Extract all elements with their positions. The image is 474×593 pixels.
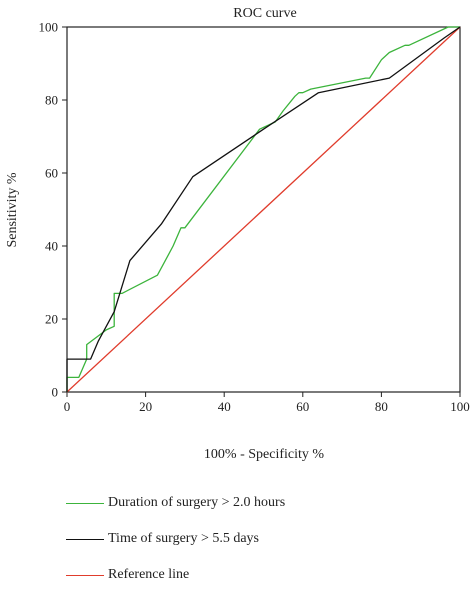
x-tick-label: 100 (450, 399, 470, 414)
x-tick-label: 20 (139, 399, 152, 414)
y-tick-label: 0 (52, 385, 59, 400)
x-axis-title: 100% - Specificity % (204, 447, 324, 462)
legend-label-reference: Reference line (108, 567, 190, 582)
chart-title: ROC curve (233, 6, 296, 21)
y-tick-label: 60 (45, 166, 58, 181)
legend-item-reference: Reference line (66, 557, 466, 593)
y-tick-label: 20 (45, 312, 58, 327)
legend-item-time: Time of surgery > 5.5 days (66, 521, 466, 557)
legend-swatch-reference (66, 574, 104, 576)
roc-chart: ROC curve 0 20 40 60 80 100 0 20 40 60 80 100 100% … (5, 6, 470, 462)
y-tick-label: 100 (39, 20, 59, 35)
plot-frame (66, 26, 461, 393)
plot-area: 0 20 40 60 80 100 0 20 40 60 80 100 (39, 20, 470, 415)
y-tick-label: 40 (45, 239, 58, 254)
legend-label-duration: Duration of surgery > 2.0 hours (108, 495, 286, 510)
legend-swatch-duration (66, 502, 104, 504)
x-tick-label: 60 (296, 399, 309, 414)
legend: Duration of surgery > 2.0 hours Time of … (66, 485, 466, 593)
y-tick-label: 80 (45, 93, 58, 108)
x-tick-label: 0 (64, 399, 71, 414)
x-tick-label: 80 (375, 399, 388, 414)
series-line-time (66, 26, 461, 392)
legend-label-time: Time of surgery > 5.5 days (108, 531, 260, 546)
series-line-duration (66, 26, 460, 392)
legend-swatch-time (66, 538, 104, 540)
legend-item-duration: Duration of surgery > 2.0 hours (66, 485, 466, 521)
series-line-reference (66, 26, 461, 393)
y-axis-title: Sensitivity % (5, 172, 20, 247)
x-tick-label: 40 (218, 399, 231, 414)
